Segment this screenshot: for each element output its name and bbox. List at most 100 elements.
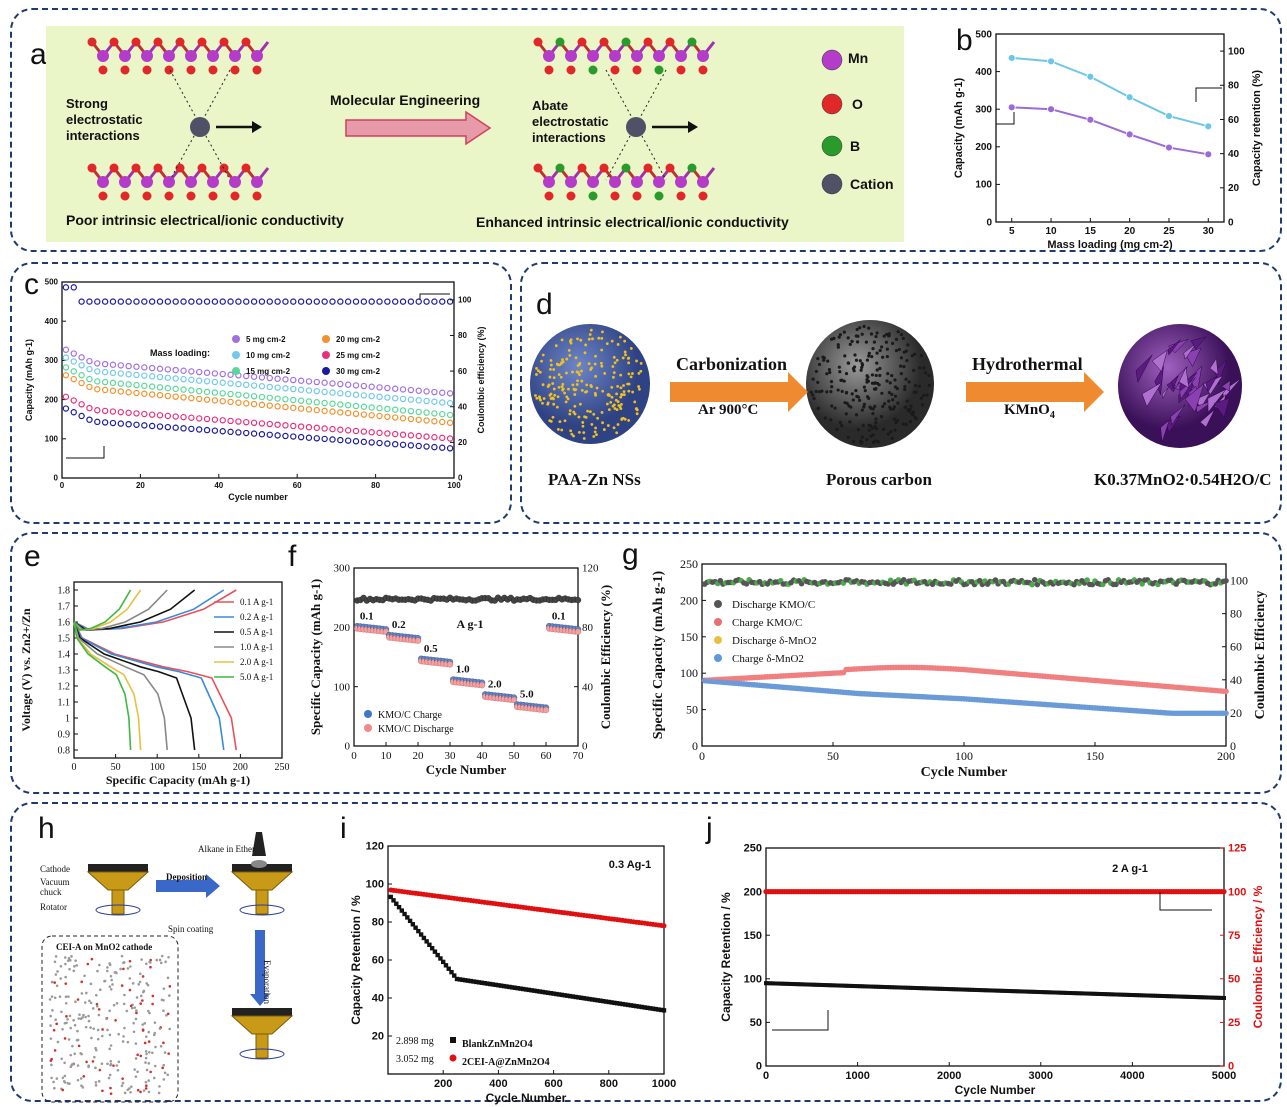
data-point [352,391,360,398]
zn-dot [600,361,603,365]
cei-molecule [146,983,150,987]
zn-dot [639,362,643,365]
pore [859,441,863,445]
data-point [1047,105,1055,114]
data-point [439,389,446,396]
data-point [313,387,320,395]
cei-molecule [74,959,77,962]
zn-dot [560,428,564,432]
axis-pointer [1195,87,1222,102]
cei-molecule [141,999,144,1002]
zn-dot [601,421,604,425]
zn-dot [559,375,563,379]
cei-molecule [134,1057,138,1060]
mn-atom [675,176,687,188]
zn-dot [552,397,555,401]
data-point [243,381,250,389]
cation [626,117,646,137]
pore [823,416,827,420]
pore [881,427,886,431]
x-tick-label: 0 [763,1070,769,1082]
zn-dot [561,388,565,392]
pore [875,381,880,386]
cei-molecule [72,1018,75,1022]
zn-dot [567,348,571,352]
pore [885,354,889,359]
paa-zn-label: PAA-Zn NSs [548,470,641,489]
cei-molecule [144,1084,148,1088]
cei-molecule [68,1014,72,1018]
cei-molecule [60,1057,64,1061]
zn-dot [595,386,599,390]
pore [856,395,861,399]
pore [889,430,893,434]
o-atom [533,163,543,173]
y-tick-label: 500 [45,278,59,287]
pore [919,353,923,358]
o-atom [197,37,207,47]
mn-atom [609,50,621,62]
zn-dot [609,400,613,404]
data-point [227,380,234,387]
data-point [156,373,164,381]
mn-atom [609,176,621,188]
pore [833,406,837,410]
zn-dot [572,410,576,414]
data-point [1007,54,1016,62]
cei-molecule [66,959,70,962]
cei-molecule [53,960,57,964]
panel-letter-a: a [30,38,47,71]
pore [865,358,870,362]
cei-molecule [55,1077,59,1080]
pore [886,432,890,436]
x-tick-label: 15 [1085,226,1097,237]
cei-molecule [49,1037,53,1040]
data-point [1125,93,1134,102]
cei-molecule [108,1073,112,1077]
y-axis-label: Capacity (mAh g-1) [953,78,965,179]
cei-molecule [50,980,54,984]
pore [904,422,908,426]
cei-molecule [72,969,76,973]
cei-molecule [131,982,135,985]
cei-molecule [162,1078,166,1081]
zn-dot [622,384,625,387]
o-atom [241,37,251,47]
cei-molecule [76,998,80,1001]
cei-molecule [96,1037,100,1041]
zn-dot [600,348,604,352]
zn-dot [616,423,620,426]
cei-molecule [162,1041,165,1045]
mn-atom [587,50,599,62]
pore [837,365,841,369]
zn-dot [552,376,556,380]
pore [890,392,894,396]
ce-point [1221,889,1227,895]
zn-dot [552,387,556,391]
nanosheet [1199,409,1215,428]
data-point [290,376,297,384]
zn-dot [605,342,609,346]
cei-molecule [93,1055,96,1059]
cei-molecule [107,1076,111,1080]
data-point [258,374,266,381]
x-axis-label: Cycle number [228,492,288,502]
pore [911,413,915,417]
pore [835,427,839,432]
zn-dot [620,402,623,406]
pore [814,389,818,394]
pore [865,380,869,384]
cei-molecule [109,1044,113,1047]
evaporation-label: Evaporation [262,960,272,1004]
cei-molecule [76,1038,80,1042]
pore [874,387,878,391]
cei-molecule [166,976,170,980]
data-point [195,377,203,384]
pore [908,407,912,411]
rotator [255,889,269,915]
data-point [290,385,297,393]
vacuum-chuck [230,1015,294,1035]
mn-atom [141,176,153,188]
pore [848,342,852,347]
zn-dot [612,426,616,430]
